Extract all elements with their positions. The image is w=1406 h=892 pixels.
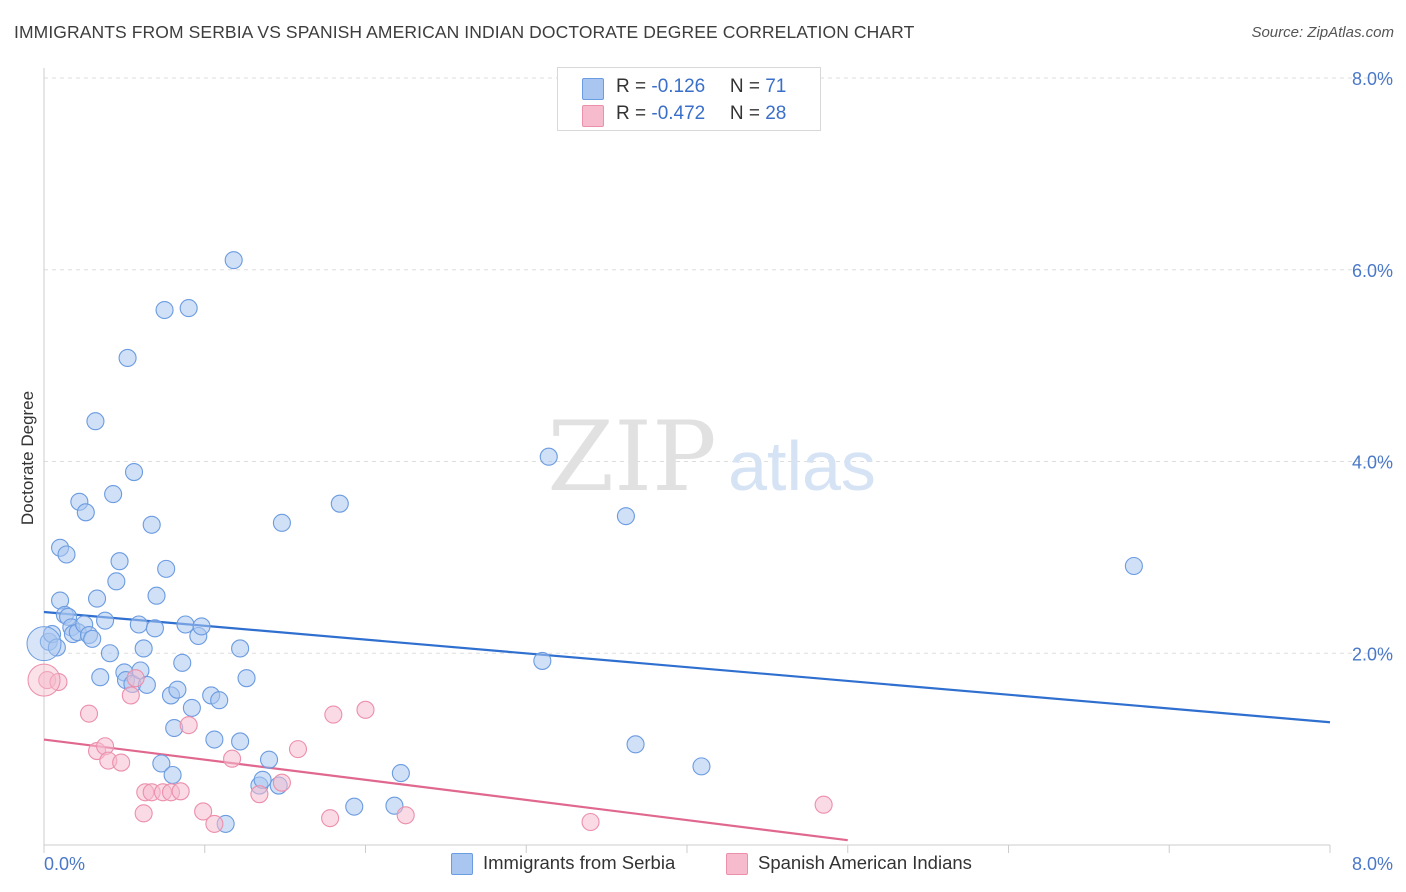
serbia-point (539, 447, 558, 466)
spanish-american-indian-point (112, 753, 131, 772)
legend-n-label: N = (729, 76, 766, 97)
serbia-point (142, 515, 161, 534)
legend-r-value: -0.126 (651, 76, 706, 97)
legend-r-label: R = (616, 76, 652, 97)
y-tick-label: 4.0% (1352, 453, 1393, 473)
serbia-point (152, 754, 171, 773)
y-tick-label: 2.0% (1352, 644, 1393, 664)
serbia-point (231, 639, 250, 658)
serbia-point (192, 617, 211, 636)
spanish-american-indian-point (27, 663, 61, 697)
serbia-point (129, 615, 148, 634)
legend-n-value: 28 (765, 103, 787, 124)
serbia-point (173, 653, 192, 672)
spanish-american-indian-point (205, 814, 224, 833)
serbia-point (179, 299, 198, 318)
spanish-american-indian-point (179, 716, 198, 735)
serbia-point (330, 494, 349, 513)
serbia-point (76, 503, 95, 522)
serbia-point (237, 669, 256, 688)
serbia-point (134, 639, 153, 658)
spanish-american-indian-point (396, 806, 415, 825)
serbia-point (616, 507, 635, 526)
serbia-point (533, 651, 552, 670)
bottom-legend-swatch-pink (726, 853, 748, 875)
grid-layer (44, 77, 1393, 654)
serbia-point (1124, 556, 1143, 576)
serbia-point (100, 644, 119, 663)
legend-r-value: -0.472 (651, 103, 706, 124)
serbia-point (345, 797, 364, 816)
bottom-legend-label: Immigrants from Serbia (483, 852, 676, 873)
axis-layer (43, 68, 1331, 853)
spanish-american-indian-point (250, 785, 269, 804)
bottom-legend-swatch-blue (451, 853, 473, 875)
serbia-point (163, 765, 182, 785)
serbia-point (26, 626, 62, 662)
legend-n-value: 71 (765, 76, 787, 97)
serbia-point (147, 586, 166, 605)
serbia-point (224, 251, 243, 270)
serbia-point (205, 730, 224, 749)
serbia-point (118, 348, 137, 368)
serbia-point (231, 732, 250, 751)
spanish-american-indian-point (321, 809, 340, 828)
serbia-point (168, 680, 187, 699)
spanish-american-indian-point (171, 782, 190, 801)
serbia-point (259, 750, 279, 769)
bottom-legend-label: Spanish American Indians (758, 852, 972, 873)
spanish-american-indian-point (134, 804, 153, 823)
chart-title: IMMIGRANTS FROM SERBIA VS SPANISH AMERIC… (14, 22, 915, 42)
serbia-trend-line (43, 610, 1331, 724)
y-axis-title: Doctorate Degree (18, 390, 37, 526)
serbia-point (210, 691, 229, 710)
serbia-point (110, 552, 129, 571)
watermark-zip: ZIP (547, 401, 716, 513)
serbia-point (182, 698, 201, 717)
serbia-point (86, 412, 105, 431)
y-tick-label: 6.0% (1352, 261, 1393, 281)
spanish-american-indian-point (814, 795, 833, 814)
watermark-atlas: atlas (728, 427, 876, 505)
legend-swatch-blue (582, 78, 604, 100)
points-layer (26, 251, 1143, 833)
spanish-american-indian-point (324, 705, 343, 724)
serbia-point (83, 629, 102, 648)
stats-legend: R = -0.126 N = 71 R = -0.472 N = 28 (557, 67, 821, 131)
serbia-point (91, 668, 110, 687)
spanish-american-indian-point (126, 669, 145, 688)
serbia-point (124, 462, 144, 482)
spanish-american-indian-point (581, 812, 600, 832)
serbia-point (626, 735, 645, 754)
y-tick-label: 8.0% (1352, 69, 1393, 89)
serbia-point (107, 572, 126, 591)
serbia-point (87, 589, 107, 608)
serbia-point (157, 559, 176, 578)
trend-layer (43, 610, 1331, 842)
serbia-point (155, 300, 174, 320)
source-label: Source: ZipAtlas.com (1251, 24, 1394, 41)
legend-r-label: R = (616, 103, 652, 124)
legend-swatch-pink (582, 105, 604, 127)
spanish-american-indian-point (223, 749, 242, 768)
serbia-point (104, 485, 123, 504)
serbia-point (145, 619, 164, 638)
x-tick-label: 8.0% (1352, 854, 1393, 874)
serbia-point (692, 757, 711, 776)
spanish-american-indian-trend-line (43, 738, 848, 842)
serbia-point (391, 764, 410, 783)
serbia-point (272, 513, 291, 532)
spanish-american-indian-point (288, 740, 308, 759)
x-tick-label: 0.0% (44, 854, 85, 874)
spanish-american-indian-point (356, 700, 375, 719)
tick-label-layer: 2.0% 4.0% 6.0% 8.0% 0.0% 8.0% (44, 69, 1393, 874)
serbia-point (57, 545, 76, 564)
spanish-american-indian-point (194, 802, 213, 821)
spanish-american-indian-point (272, 773, 291, 792)
serbia-point (96, 611, 115, 630)
spanish-american-indian-point (121, 686, 140, 705)
legend-n-label: N = (729, 103, 766, 124)
spanish-american-indian-point (79, 704, 99, 723)
